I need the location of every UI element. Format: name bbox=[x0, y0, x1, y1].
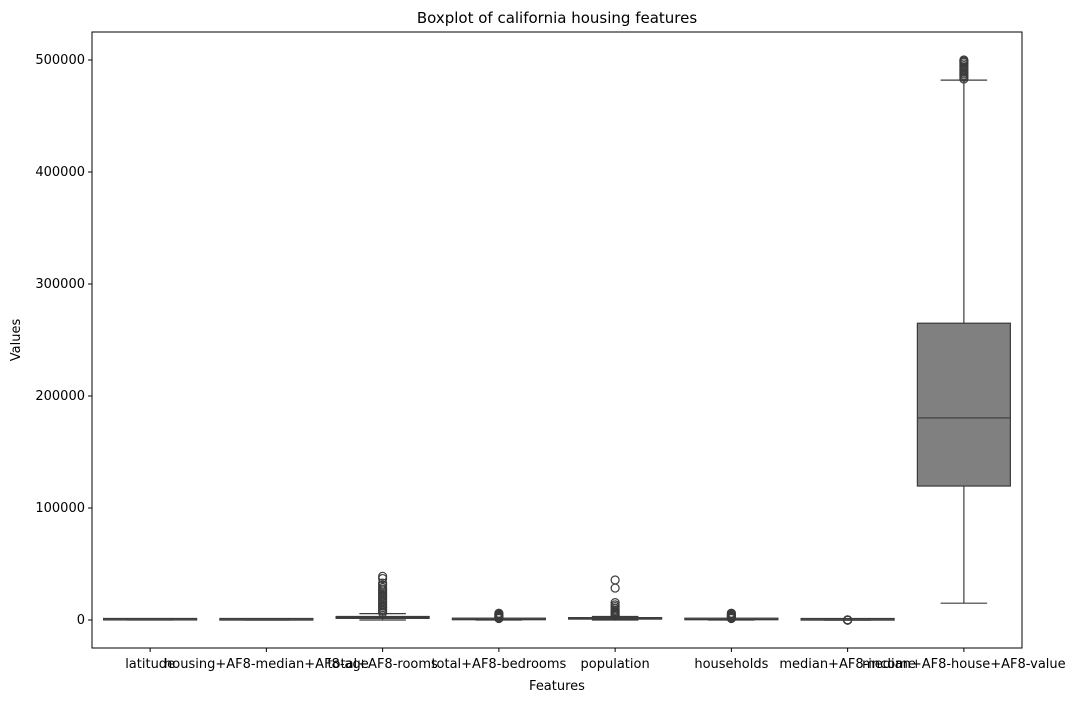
plot-frame bbox=[91, 31, 1023, 649]
outlier-point bbox=[726, 608, 736, 618]
box-group bbox=[684, 608, 779, 624]
y-tick-label: 200000 bbox=[35, 389, 85, 404]
x-axis: latitudehousing+AF8-median+AF8-agetotal+… bbox=[125, 648, 1066, 672]
outlier-point bbox=[378, 571, 388, 581]
chart-title: Boxplot of california housing features bbox=[417, 9, 698, 27]
x-tick-label: total+AF8-rooms bbox=[327, 657, 438, 672]
box-group bbox=[568, 575, 663, 621]
box-group bbox=[219, 617, 314, 621]
y-axis: 0 100000 200000 300000 400000 500000 bbox=[35, 53, 92, 628]
plot-area-background bbox=[92, 32, 1022, 648]
y-tick-label: 100000 bbox=[35, 501, 85, 516]
y-tick-label: 0 bbox=[77, 613, 85, 628]
y-tick-label: 500000 bbox=[35, 53, 85, 68]
box-group bbox=[103, 617, 198, 621]
x-tick-label: housing+AF8-median+AF8-age bbox=[164, 657, 369, 672]
box-group bbox=[451, 608, 546, 624]
box-group bbox=[800, 615, 895, 625]
outlier-point bbox=[843, 615, 853, 625]
y-axis-label: Values bbox=[9, 319, 24, 362]
box-iqr bbox=[916, 322, 1011, 487]
outlier-point bbox=[610, 575, 620, 585]
x-tick-label: total+AF8-bedrooms bbox=[431, 657, 566, 672]
y-tick-label: 300000 bbox=[35, 277, 85, 292]
x-axis-label: Features bbox=[529, 679, 585, 694]
outlier-point bbox=[610, 598, 620, 608]
x-tick-label: median+AF8-income bbox=[779, 657, 916, 672]
x-tick-label: median+AF8-house+AF8-value bbox=[862, 657, 1066, 672]
box-group bbox=[916, 55, 1011, 604]
x-tick-label: population bbox=[581, 657, 650, 672]
y-tick-label: 400000 bbox=[35, 165, 85, 180]
outlier-point bbox=[959, 55, 969, 65]
outlier-point bbox=[494, 608, 504, 618]
box-marks bbox=[103, 55, 1011, 625]
box-group bbox=[335, 571, 430, 621]
x-tick-label: households bbox=[694, 657, 768, 672]
outlier-point bbox=[378, 578, 388, 588]
x-tick-label: latitude bbox=[125, 657, 175, 672]
